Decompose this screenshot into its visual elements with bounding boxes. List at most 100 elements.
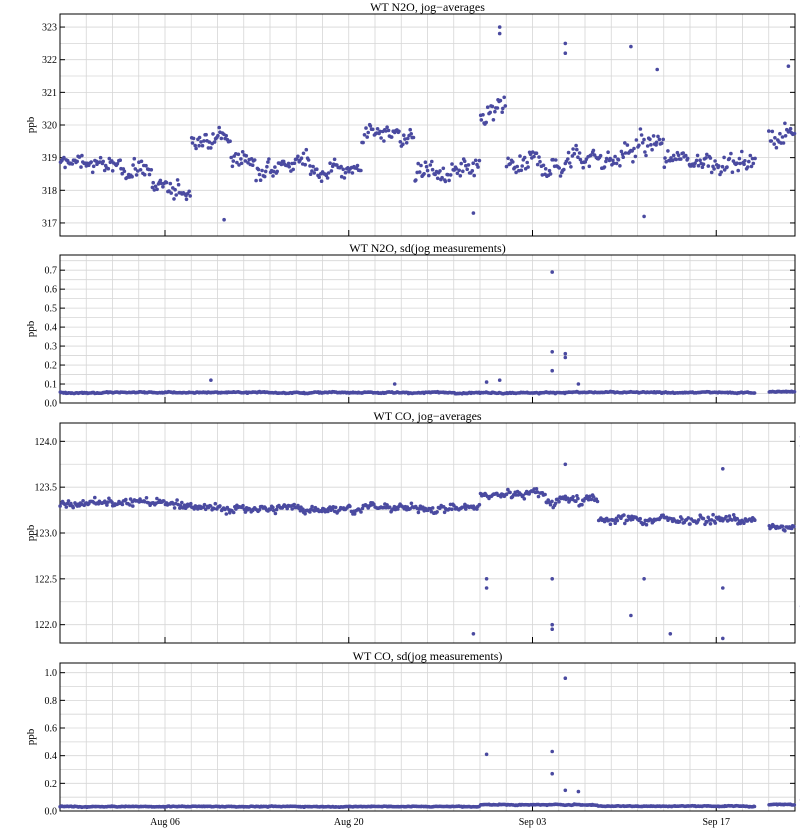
data-point [450,162,454,166]
data-point [89,160,93,164]
data-point [176,178,180,182]
data-point [781,525,785,529]
data-point [155,188,159,192]
data-point [422,172,426,176]
data-point [359,169,363,173]
data-point [317,175,321,179]
data-point [245,154,249,158]
data-point [308,164,312,168]
data-point [481,113,485,117]
data-point [635,138,639,142]
y-tick-label: 321 [42,88,57,99]
data-point [537,155,541,159]
data-point [429,163,433,167]
data-point [121,503,125,507]
data-point [740,150,744,154]
data-point [139,168,143,172]
data-point [549,172,553,176]
data-point [773,136,777,140]
data-point [792,525,796,529]
data-point [622,513,626,517]
data-point [291,168,295,172]
data-point [730,518,734,522]
data-point [778,132,782,136]
data-point [613,155,617,159]
data-point [253,158,257,162]
data-point [216,134,220,138]
y-tick-label: 0.0 [45,807,58,818]
data-point [525,161,529,165]
data-point [75,160,79,164]
data-point [450,508,454,512]
data-point [655,141,659,145]
data-point [728,157,732,161]
data-point [251,163,255,167]
data-point [188,194,192,198]
data-point-outlier [498,32,502,36]
panel-title: WT N2O, sd(jog measurements) [349,241,505,255]
data-point [254,179,258,183]
y-tick-label: 0.2 [45,779,58,790]
data-point [275,170,279,174]
data-point [731,170,735,174]
y-tick-label: 317 [42,218,57,229]
data-point [303,163,307,167]
data-point [140,160,144,164]
data-point-outlier [485,380,489,384]
data-point [702,162,706,166]
data-point [467,163,471,167]
data-point [789,127,793,131]
data-point [506,157,510,161]
panel-title: WT CO, jog−averages [373,409,482,423]
data-point [523,156,527,160]
data-point [405,141,409,145]
data-point [526,165,530,169]
data-point [93,496,97,500]
y-tick-label: 0.4 [45,751,58,762]
data-point [783,122,787,126]
data-point [571,495,575,499]
data-point [217,126,221,130]
y-tick-label: 318 [42,186,57,197]
data-point [574,144,578,148]
panel-3: WT CO, jog−averagesppb122.0122.5123.0123… [25,409,800,643]
data-point [535,151,539,155]
data-point [484,121,488,125]
data-point [459,174,463,178]
data-point [265,165,269,169]
series-points [58,676,800,809]
data-point [151,181,155,185]
data-point [793,390,797,394]
data-point [508,491,512,495]
y-tick-label: 0.0 [45,399,58,410]
data-point [442,167,446,171]
data-point [111,169,115,173]
data-point [224,134,228,138]
data-point [680,517,684,521]
data-point [520,164,524,168]
data-point [402,133,406,137]
series-points [58,435,800,640]
data-point [649,143,653,147]
data-point-outlier [550,772,554,776]
data-point [124,498,128,502]
data-point [180,501,184,505]
data-point [678,520,682,524]
data-point [496,106,500,110]
data-point [573,152,577,156]
data-point [781,135,785,139]
data-point [220,137,224,141]
data-point-outlier [485,577,489,581]
data-point [58,504,62,508]
data-point-outlier [669,632,673,636]
y-tick-label: 123.5 [35,483,58,494]
data-point [131,163,135,167]
data-point [472,174,476,178]
data-point [793,803,797,807]
data-point [264,170,268,174]
y-tick-label: 124.0 [35,437,58,448]
data-point [326,176,330,180]
data-point [71,162,75,166]
data-point [175,498,179,502]
data-point [568,161,572,165]
